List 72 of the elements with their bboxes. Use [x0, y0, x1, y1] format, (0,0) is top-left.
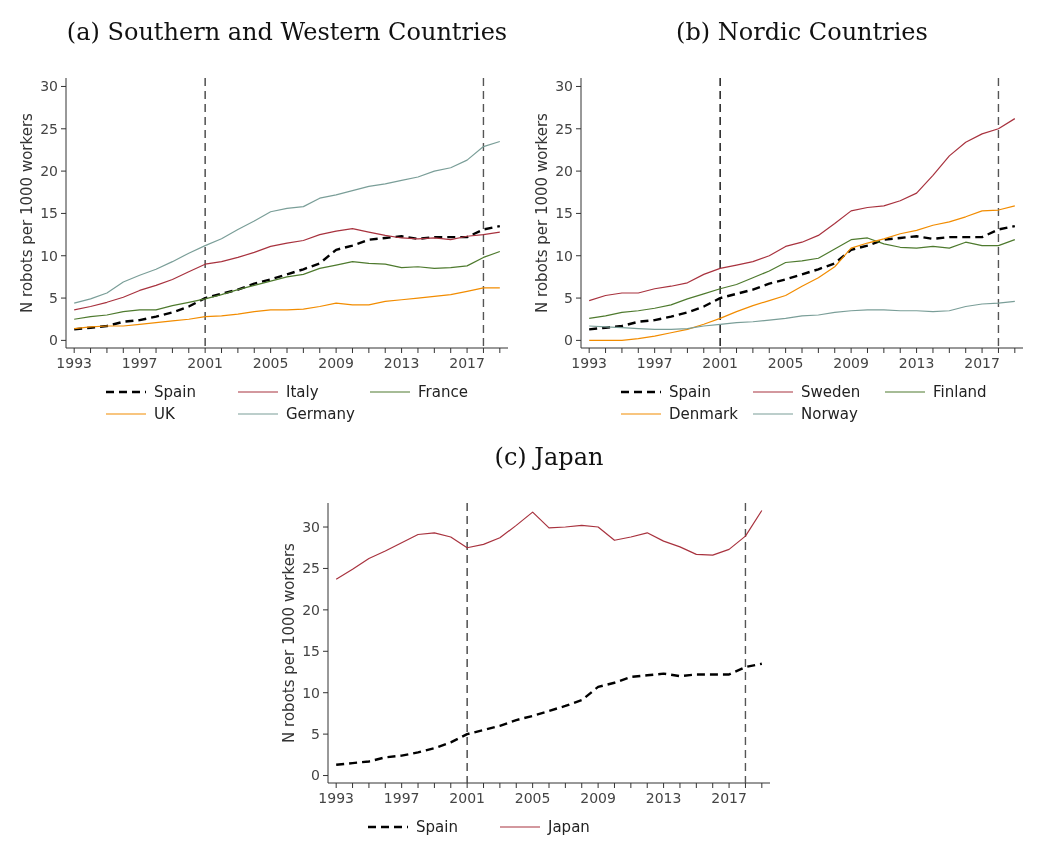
legend-label: Spain — [669, 383, 711, 402]
y-tick-label: 0 — [49, 332, 58, 349]
x-tick-label: 1993 — [56, 355, 93, 371]
y-tick-label: 5 — [311, 726, 320, 743]
legend-label: Spain — [154, 383, 196, 402]
line-series — [587, 224, 1017, 331]
x-tick-label: 1997 — [121, 355, 158, 371]
y-axis-title: N robots per 1000 workers — [533, 112, 551, 313]
legend-label: Norway — [801, 405, 859, 424]
x-tick-label: 2013 — [383, 355, 420, 371]
x-tick-label: 2001 — [449, 790, 485, 806]
x-tick-label: 2009 — [580, 790, 616, 806]
y-tick-label: 25 — [555, 120, 573, 137]
line-series — [72, 224, 502, 331]
y-tick-label: 10 — [40, 247, 58, 264]
legend-label: Germany — [286, 405, 356, 424]
y-tick-label: 20 — [302, 601, 320, 618]
legend-label: Italy — [286, 383, 319, 402]
legend-label: France — [418, 383, 468, 402]
y-axis-title: N robots per 1000 workers — [18, 112, 36, 313]
line-series — [73, 250, 501, 320]
x-tick-label: 2013 — [898, 355, 935, 371]
y-tick-label: 30 — [302, 518, 320, 535]
line-series — [73, 140, 501, 304]
x-tick-label: 2001 — [187, 355, 223, 371]
legend-label: Spain — [416, 818, 458, 837]
x-tick-label: 1993 — [571, 355, 608, 371]
line-series — [335, 509, 763, 580]
y-tick-label: 30 — [555, 78, 573, 95]
y-tick-label: 10 — [555, 247, 573, 264]
y-axis-title: N robots per 1000 workers — [280, 542, 298, 743]
y-tick-label: 15 — [555, 205, 573, 222]
legend-label: UK — [154, 405, 176, 424]
chart-title: (c) Japan — [494, 443, 604, 471]
y-tick-label: 5 — [49, 289, 58, 306]
line-series — [73, 228, 501, 311]
x-tick-label: 1997 — [383, 790, 420, 806]
line-series — [588, 237, 1016, 319]
x-tick-label: 2005 — [514, 790, 551, 806]
line-series — [588, 300, 1016, 330]
y-tick-label: 20 — [555, 163, 573, 179]
legend-label: Japan — [547, 818, 590, 837]
y-tick-label: 15 — [40, 205, 58, 222]
x-tick-label: 2009 — [833, 355, 869, 371]
y-tick-label: 25 — [302, 560, 320, 577]
x-tick-label: 2009 — [318, 355, 354, 371]
x-tick-label: 2017 — [449, 355, 485, 371]
x-tick-label: 2017 — [964, 355, 1000, 371]
y-tick-label: 0 — [311, 767, 320, 784]
x-tick-label: 2005 — [767, 355, 804, 371]
legend-label: Sweden — [801, 383, 861, 402]
x-tick-label: 2001 — [702, 355, 738, 371]
legend-label: Finland — [933, 383, 987, 402]
y-tick-label: 15 — [302, 643, 320, 660]
line-series — [588, 118, 1016, 302]
y-tick-label: 10 — [302, 684, 320, 701]
y-tick-label: 0 — [564, 332, 573, 349]
chart-title: (a) Southern and Western Countries — [66, 18, 508, 46]
y-tick-label: 30 — [40, 78, 58, 95]
line-series — [334, 662, 764, 766]
x-tick-label: 2017 — [711, 790, 747, 806]
y-tick-label: 5 — [564, 289, 573, 306]
line-series — [588, 205, 1016, 341]
line-series — [73, 287, 501, 330]
x-tick-label: 1997 — [636, 355, 673, 371]
y-tick-label: 25 — [40, 120, 58, 137]
chart-title: (b) Nordic Countries — [676, 18, 928, 46]
x-tick-label: 2013 — [645, 790, 682, 806]
y-tick-label: 20 — [40, 163, 58, 179]
x-tick-label: 1993 — [318, 790, 355, 806]
x-tick-label: 2005 — [252, 355, 289, 371]
legend-label: Denmark — [669, 405, 739, 424]
